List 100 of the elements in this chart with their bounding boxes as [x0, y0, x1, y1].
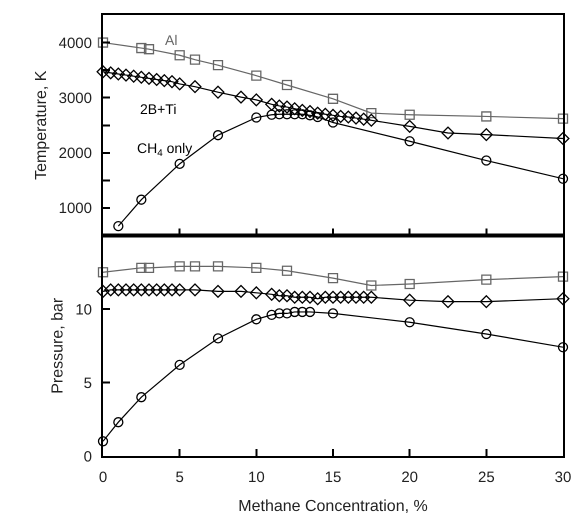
point [144, 262, 154, 273]
point [250, 286, 263, 300]
point [251, 70, 262, 81]
point [364, 114, 378, 127]
series-label: Al [165, 32, 178, 48]
point [212, 86, 224, 99]
point [366, 108, 376, 118]
point [328, 272, 338, 284]
point [304, 306, 316, 318]
point [304, 104, 316, 118]
point [127, 70, 140, 83]
point [174, 261, 185, 272]
point [113, 220, 124, 232]
y-tick-label: 0 [84, 448, 92, 466]
point [127, 283, 140, 296]
point [272, 289, 286, 302]
point [328, 94, 338, 104]
y-tick-label: 4000 [58, 34, 92, 52]
point [144, 44, 154, 54]
point [403, 120, 416, 133]
point [481, 328, 492, 340]
point [265, 98, 278, 111]
point [166, 75, 178, 88]
point [251, 314, 262, 324]
point [173, 283, 186, 296]
point [481, 111, 492, 122]
x-tick-label: 15 [324, 469, 342, 486]
point [481, 155, 492, 166]
point [480, 128, 493, 142]
point [328, 117, 338, 128]
point [404, 136, 415, 146]
point [556, 292, 570, 306]
point [558, 113, 568, 124]
point [318, 108, 332, 121]
point [136, 392, 146, 402]
x-tick-label: 25 [478, 469, 495, 486]
point [112, 67, 125, 80]
point [142, 72, 156, 85]
series-label: CH$_{4}$ only [137, 140, 192, 159]
point [403, 294, 416, 307]
x-tick-label: 30 [554, 469, 572, 486]
point [328, 308, 338, 319]
point [136, 42, 146, 54]
point [174, 360, 185, 370]
point [364, 290, 378, 304]
point [558, 174, 568, 184]
point [98, 436, 108, 446]
point [173, 77, 186, 90]
point [404, 110, 415, 120]
y-axis-title: Temperature, K [33, 70, 50, 180]
point [280, 100, 294, 114]
point [274, 308, 284, 319]
point [404, 278, 415, 290]
point [158, 283, 171, 296]
point [296, 104, 309, 117]
point [288, 290, 302, 304]
point [190, 261, 200, 272]
point [481, 274, 492, 285]
point [274, 109, 284, 120]
point [350, 112, 362, 125]
point [311, 292, 324, 306]
point [250, 93, 263, 106]
point [212, 130, 224, 140]
point [311, 106, 324, 120]
point [190, 54, 200, 65]
point [304, 110, 316, 120]
point [282, 308, 292, 319]
y-tick-label: 5 [84, 374, 92, 392]
point [290, 306, 300, 318]
point [282, 80, 292, 90]
point [96, 284, 110, 298]
point [98, 37, 108, 48]
point [136, 194, 146, 205]
point [282, 109, 292, 120]
point [442, 126, 454, 140]
x-tick-label: 0 [98, 469, 108, 486]
point [318, 290, 332, 304]
point [334, 110, 348, 123]
point [266, 110, 277, 120]
point [442, 295, 454, 308]
point [282, 266, 292, 276]
point [120, 68, 132, 82]
point [366, 280, 376, 291]
point [166, 283, 178, 296]
point [188, 283, 202, 296]
point [212, 284, 224, 298]
point [188, 80, 202, 94]
point [120, 283, 132, 296]
point [342, 290, 355, 304]
point [174, 158, 185, 169]
point [113, 417, 124, 428]
point [251, 112, 262, 123]
point [558, 342, 568, 352]
point [480, 295, 493, 308]
point [212, 60, 224, 70]
y-axis-title: Pressure, bar [50, 297, 67, 394]
series-label: 2B+Ti [140, 101, 176, 117]
point [357, 290, 370, 304]
point [98, 267, 108, 278]
point [234, 284, 248, 298]
